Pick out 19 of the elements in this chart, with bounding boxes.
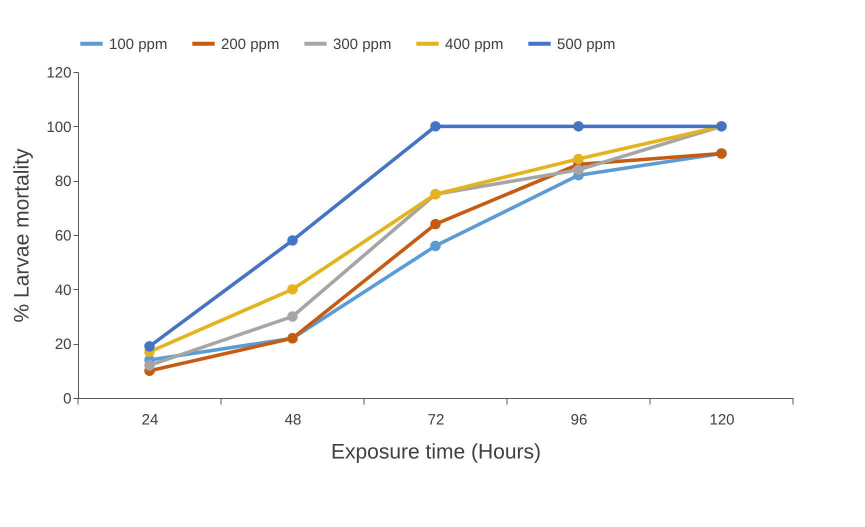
- x-tick-label: 120: [709, 412, 735, 428]
- y-tick-label: 0: [63, 390, 72, 408]
- legend-label: 300 ppm: [333, 36, 392, 53]
- y-axis-title: % Larvae mortality: [10, 148, 34, 322]
- legend-label: 400 ppm: [445, 36, 504, 53]
- legend-label: 200 ppm: [221, 36, 280, 53]
- y-tick-label: 60: [54, 228, 72, 244]
- y-tick-label: 40: [54, 282, 72, 299]
- y-tick-label: 120: [46, 64, 72, 82]
- legend-label: 100 ppm: [109, 36, 168, 53]
- x-tick-label: 72: [428, 412, 444, 428]
- legend-label: 500 ppm: [557, 36, 616, 53]
- x-tick-label: 24: [142, 412, 158, 428]
- y-tick-label: 100: [46, 118, 72, 136]
- y-tick-label: 80: [54, 173, 72, 190]
- x-axis-title: Exposure time (Hours): [330, 440, 542, 464]
- x-tick-label: 96: [570, 412, 588, 428]
- x-tick-label: 48: [284, 412, 302, 428]
- y-tick-label: 20: [54, 336, 72, 354]
